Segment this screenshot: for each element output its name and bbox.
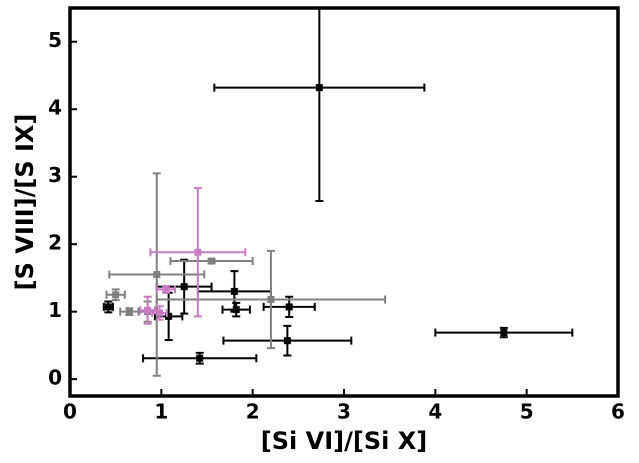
point [112, 291, 120, 299]
y-error-bar [315, 8, 324, 202]
point [194, 248, 202, 256]
x-tick-label: 4 [428, 400, 442, 424]
point [104, 303, 112, 311]
y-tick-label: 3 [48, 163, 62, 187]
x-axis-label: [Si VI]/[Si X] [261, 427, 427, 455]
point [232, 306, 240, 314]
x-tick-label: 3 [337, 400, 351, 424]
y-tick-label: 2 [48, 231, 62, 255]
plot-area [102, 8, 574, 377]
point [165, 312, 173, 320]
point [315, 84, 323, 92]
point [500, 329, 508, 337]
point [162, 285, 170, 293]
x-tick-label: 6 [611, 400, 625, 424]
point [283, 337, 291, 345]
x-tick-label: 0 [63, 400, 77, 424]
point [180, 283, 188, 291]
point [267, 296, 275, 304]
point [125, 308, 133, 316]
point [196, 354, 204, 362]
y-tick-label: 5 [48, 28, 62, 52]
point [156, 309, 164, 317]
point [230, 287, 238, 295]
y-axis-label: [S VIII]/[S IX] [11, 114, 39, 291]
x-tick-label: 5 [520, 400, 534, 424]
point [208, 257, 216, 265]
x-tick-label: 1 [154, 400, 168, 424]
y-tick-label: 0 [48, 366, 62, 390]
point [285, 303, 293, 311]
plot-frame [68, 6, 620, 398]
y-tick-label: 4 [48, 96, 62, 120]
point [144, 306, 152, 314]
point [153, 271, 161, 279]
x-tick-label: 2 [246, 400, 260, 424]
y-tick-label: 1 [48, 298, 62, 322]
